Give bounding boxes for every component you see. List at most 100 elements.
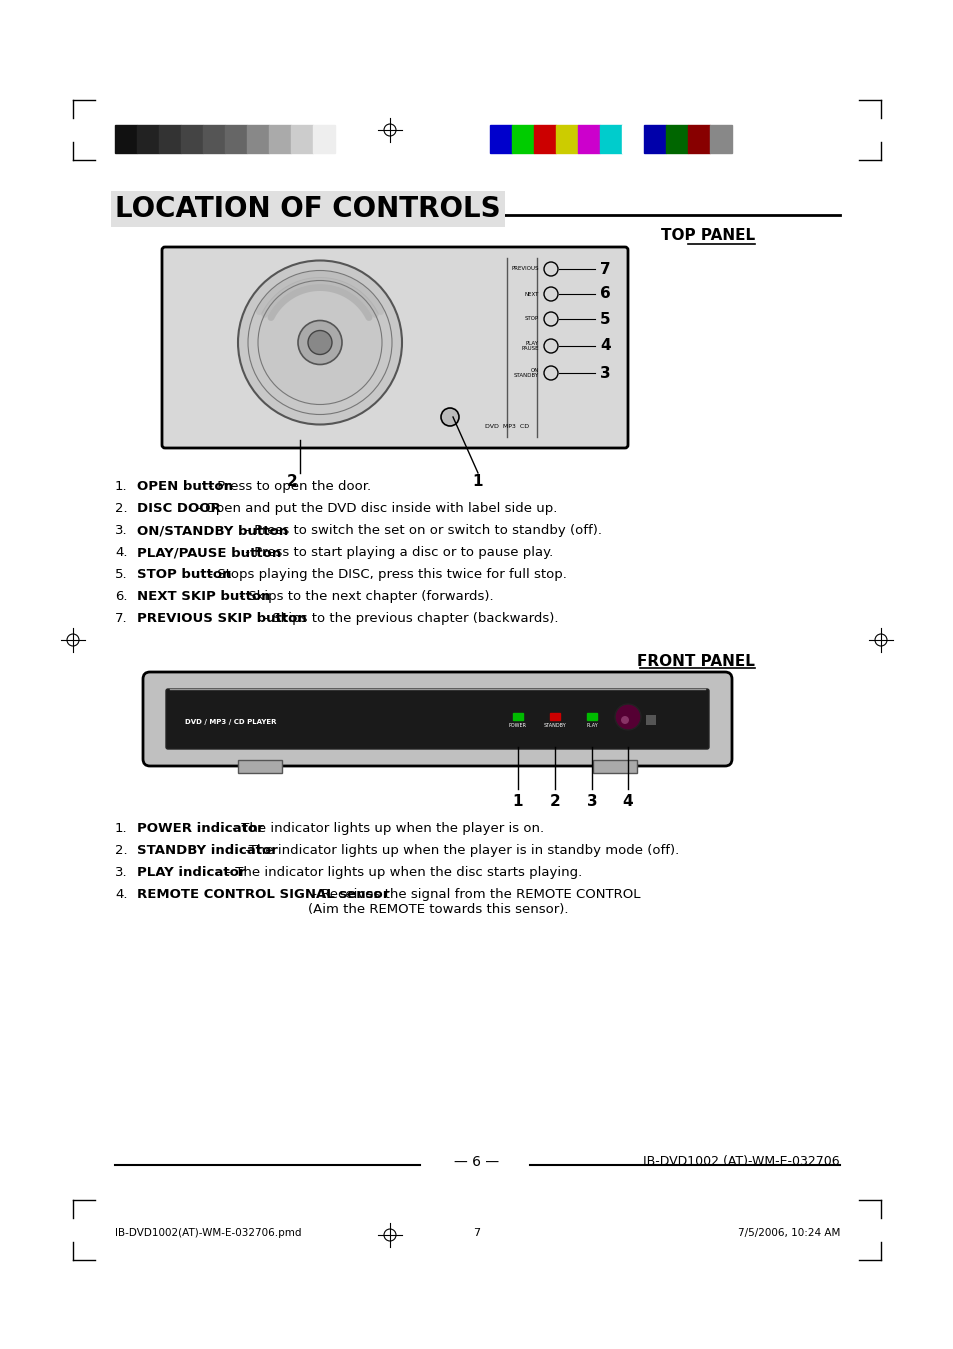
Text: IB-DVD1002 (AT)-WM-E-032706: IB-DVD1002 (AT)-WM-E-032706 xyxy=(642,1155,840,1168)
Bar xyxy=(513,714,522,720)
Text: 7/5/2006, 10:24 AM: 7/5/2006, 10:24 AM xyxy=(737,1228,840,1238)
Text: NEXT: NEXT xyxy=(524,291,538,297)
Text: IB-DVD1002(AT)-WM-E-032706.pmd: IB-DVD1002(AT)-WM-E-032706.pmd xyxy=(115,1228,301,1238)
Text: 4.: 4. xyxy=(115,888,128,901)
Text: - The indicator lights up when the disc starts playing.: - The indicator lights up when the disc … xyxy=(222,866,582,880)
Bar xyxy=(621,125,643,152)
Text: PLAY: PLAY xyxy=(585,723,598,728)
Bar xyxy=(159,125,181,152)
Text: DVD  MP3  CD: DVD MP3 CD xyxy=(484,425,529,429)
Text: POWER: POWER xyxy=(509,723,526,728)
Text: 5: 5 xyxy=(599,312,610,326)
Bar xyxy=(181,125,203,152)
Bar xyxy=(247,125,269,152)
Text: 4.: 4. xyxy=(115,546,128,558)
Circle shape xyxy=(308,331,332,355)
FancyBboxPatch shape xyxy=(143,672,731,766)
Text: ON/STANDBY button: ON/STANDBY button xyxy=(137,523,288,537)
Bar xyxy=(512,125,534,152)
Text: - Press to open the door.: - Press to open the door. xyxy=(204,480,371,492)
Bar xyxy=(645,715,656,724)
Circle shape xyxy=(257,281,381,405)
Bar xyxy=(599,125,621,152)
Text: FRONT PANEL: FRONT PANEL xyxy=(637,654,754,669)
Text: DVD / MP3 / CD PLAYER: DVD / MP3 / CD PLAYER xyxy=(185,719,276,724)
Bar xyxy=(578,125,599,152)
Text: - Open and put the DVD disc inside with label side up.: - Open and put the DVD disc inside with … xyxy=(192,502,557,515)
Bar xyxy=(313,125,335,152)
Text: 4: 4 xyxy=(622,795,633,809)
Text: 3.: 3. xyxy=(115,866,128,880)
Circle shape xyxy=(237,260,401,425)
Text: 2.: 2. xyxy=(115,502,128,515)
Bar xyxy=(291,125,313,152)
Text: POWER indicator: POWER indicator xyxy=(137,822,263,835)
Text: 3.: 3. xyxy=(115,523,128,537)
Text: PLAY/PAUSE button: PLAY/PAUSE button xyxy=(137,546,281,558)
Bar xyxy=(586,714,597,720)
Circle shape xyxy=(248,271,392,414)
Text: ON
STANDBY: ON STANDBY xyxy=(514,368,538,378)
Text: - Press to switch the set on or switch to standby (off).: - Press to switch the set on or switch t… xyxy=(240,523,601,537)
Text: 4: 4 xyxy=(599,339,610,353)
Text: STOP: STOP xyxy=(524,317,538,321)
Bar xyxy=(593,759,637,773)
Bar xyxy=(550,714,559,720)
Bar xyxy=(534,125,556,152)
Circle shape xyxy=(615,704,640,730)
Text: 2: 2 xyxy=(549,795,559,809)
Text: — 6 —: — 6 — xyxy=(454,1155,499,1170)
Circle shape xyxy=(440,407,458,426)
Bar xyxy=(203,125,225,152)
Text: TOP PANEL: TOP PANEL xyxy=(660,228,754,243)
Text: - Skips to the next chapter (forwards).: - Skips to the next chapter (forwards). xyxy=(234,590,493,603)
Bar xyxy=(490,125,512,152)
Text: 6: 6 xyxy=(599,286,610,301)
Text: PREVIOUS SKIP button: PREVIOUS SKIP button xyxy=(137,612,307,625)
Text: 6.: 6. xyxy=(115,590,128,603)
Text: DISC DOOR: DISC DOOR xyxy=(137,502,220,515)
Text: - Receives the signal from the REMOTE CONTROL
(Aim the REMOTE towards this senso: - Receives the signal from the REMOTE CO… xyxy=(308,888,639,916)
Text: 2: 2 xyxy=(286,473,297,488)
Text: - The indicator lights up when the player is on.: - The indicator lights up when the playe… xyxy=(229,822,544,835)
Text: PREVIOUS: PREVIOUS xyxy=(511,267,538,271)
Text: 3: 3 xyxy=(586,795,597,809)
Text: PLAY indicator: PLAY indicator xyxy=(137,866,245,880)
Text: STANDBY: STANDBY xyxy=(543,723,566,728)
Text: -The indicator lights up when the player is in standby mode (off).: -The indicator lights up when the player… xyxy=(240,844,679,857)
Text: 1.: 1. xyxy=(115,480,128,492)
Bar xyxy=(115,125,137,152)
Text: 7.: 7. xyxy=(115,612,128,625)
Text: 7: 7 xyxy=(473,1228,480,1238)
Text: - Press to start playing a disc or to pause play.: - Press to start playing a disc or to pa… xyxy=(240,546,553,558)
Circle shape xyxy=(297,321,341,364)
Text: PLAY
PAUSE: PLAY PAUSE xyxy=(521,341,538,351)
Text: 2.: 2. xyxy=(115,844,128,857)
Text: 1: 1 xyxy=(512,795,522,809)
Circle shape xyxy=(620,716,628,724)
Bar xyxy=(137,125,159,152)
Text: 3: 3 xyxy=(599,366,610,380)
Text: - Stops playing the DISC, press this twice for full stop.: - Stops playing the DISC, press this twi… xyxy=(204,568,566,581)
Text: 7: 7 xyxy=(599,262,610,277)
Bar xyxy=(643,125,665,152)
Text: REMOTE CONTROL SIGNAL sensor: REMOTE CONTROL SIGNAL sensor xyxy=(137,888,389,901)
FancyBboxPatch shape xyxy=(162,247,627,448)
Bar xyxy=(687,125,709,152)
Text: 1.: 1. xyxy=(115,822,128,835)
Bar xyxy=(665,125,687,152)
Text: 1: 1 xyxy=(473,473,483,488)
Bar xyxy=(225,125,247,152)
FancyBboxPatch shape xyxy=(166,689,708,749)
Bar xyxy=(237,759,282,773)
Bar xyxy=(269,125,291,152)
Text: NEXT SKIP button: NEXT SKIP button xyxy=(137,590,271,603)
Text: STOP button: STOP button xyxy=(137,568,232,581)
Bar xyxy=(709,125,731,152)
Text: - Skips to the previous chapter (backwards).: - Skips to the previous chapter (backwar… xyxy=(258,612,558,625)
Text: LOCATION OF CONTROLS: LOCATION OF CONTROLS xyxy=(115,196,500,223)
Text: OPEN button: OPEN button xyxy=(137,480,233,492)
Bar xyxy=(556,125,578,152)
Text: 5.: 5. xyxy=(115,568,128,581)
Text: STANDBY indicator: STANDBY indicator xyxy=(137,844,277,857)
